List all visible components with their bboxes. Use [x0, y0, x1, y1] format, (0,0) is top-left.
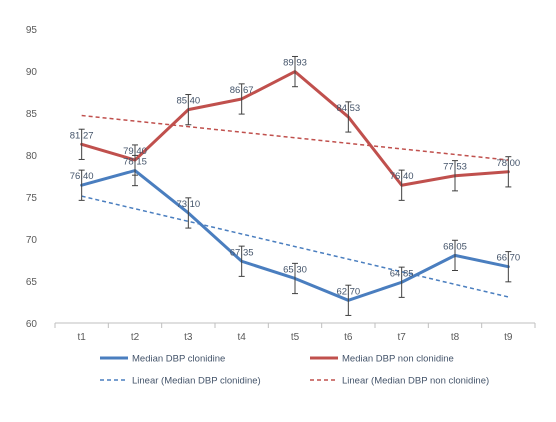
data-label: 77.53	[443, 162, 467, 173]
data-label: 76.40	[70, 171, 94, 182]
x-tick-label: t1	[77, 332, 86, 343]
data-label: 66.70	[496, 253, 520, 264]
legend-label: Median DBP non clonidine	[342, 354, 454, 365]
error-bar	[505, 251, 512, 283]
data-label: 67.35	[230, 247, 254, 258]
y-tick-label: 90	[26, 67, 38, 78]
x-tick-label: t4	[237, 332, 246, 343]
trendlines	[81, 114, 509, 298]
x-tick-label: t6	[344, 332, 353, 343]
legend-item: Linear (Median DBP non clonidine)	[310, 376, 489, 387]
x-axis: t1 t2 t3 t4 t5 t6 t7 t8 t9	[54, 322, 536, 343]
trendline-3	[81, 114, 509, 161]
error-bar	[78, 169, 85, 201]
data-label: 84.53	[336, 103, 360, 114]
legend-item: Median DBP non clonidine	[310, 354, 454, 365]
error-bar	[292, 262, 298, 295]
data-label: 76.40	[390, 171, 414, 182]
data-label: 78.15	[123, 157, 147, 168]
data-label: 86.67	[230, 85, 254, 96]
y-axis-labels: 60 65 70 75 80 85 90 95	[26, 25, 38, 330]
error-bar	[452, 239, 458, 271]
data-labels: 76.40 78.15 73.10 67.35 65.30 62.70 64.85 68.05…	[70, 58, 520, 298]
legend-item: Linear (Median DBP clonidine)	[100, 376, 261, 387]
error-bar	[505, 156, 512, 188]
data-label: 62.70	[336, 286, 360, 297]
x-tick-label: t7	[397, 332, 406, 343]
data-label: 68.05	[443, 241, 467, 252]
y-tick-label: 65	[26, 277, 38, 288]
legend: Median DBP clonidine Median DBP non cloni…	[100, 354, 489, 387]
data-label: 81.27	[70, 130, 94, 141]
y-tick-label: 95	[26, 25, 38, 36]
data-label: 85.40	[176, 96, 200, 107]
error-bar	[238, 245, 245, 277]
y-tick-label: 70	[26, 235, 38, 246]
error-bars	[78, 55, 512, 316]
data-label: 73.10	[176, 199, 200, 210]
y-tick-label: 75	[26, 193, 38, 204]
error-bar	[132, 144, 138, 176]
legend-label: Linear (Median DBP non clonidine)	[342, 376, 489, 387]
x-tick-label: t2	[131, 332, 140, 343]
data-label: 79.40	[123, 146, 147, 157]
data-label: 64.85	[390, 268, 414, 279]
error-bar	[345, 284, 352, 316]
y-tick-label: 80	[26, 151, 38, 162]
error-bar	[398, 169, 405, 201]
data-label: 89.93	[283, 58, 307, 69]
data-label: 65.30	[283, 264, 307, 275]
error-bar	[452, 160, 458, 192]
trendline-2	[81, 195, 509, 298]
data-label: 78.00	[496, 158, 520, 169]
x-tick-label: t9	[504, 332, 513, 343]
error-bar	[78, 128, 85, 160]
error-bar	[345, 101, 352, 133]
error-bar	[292, 55, 298, 88]
x-tick-label: t3	[184, 332, 193, 343]
y-tick-label: 85	[26, 109, 38, 120]
legend-label: Linear (Median DBP clonidine)	[132, 376, 261, 387]
legend-item: Median DBP clonidine	[100, 354, 225, 365]
legend-label: Median DBP clonidine	[132, 354, 225, 365]
error-bar	[185, 197, 192, 229]
x-tick-label: t5	[291, 332, 300, 343]
y-tick-label: 60	[26, 319, 38, 330]
x-tick-label: t8	[451, 332, 460, 343]
error-bar	[398, 266, 405, 298]
error-bar	[185, 94, 192, 126]
error-bar	[238, 83, 245, 115]
